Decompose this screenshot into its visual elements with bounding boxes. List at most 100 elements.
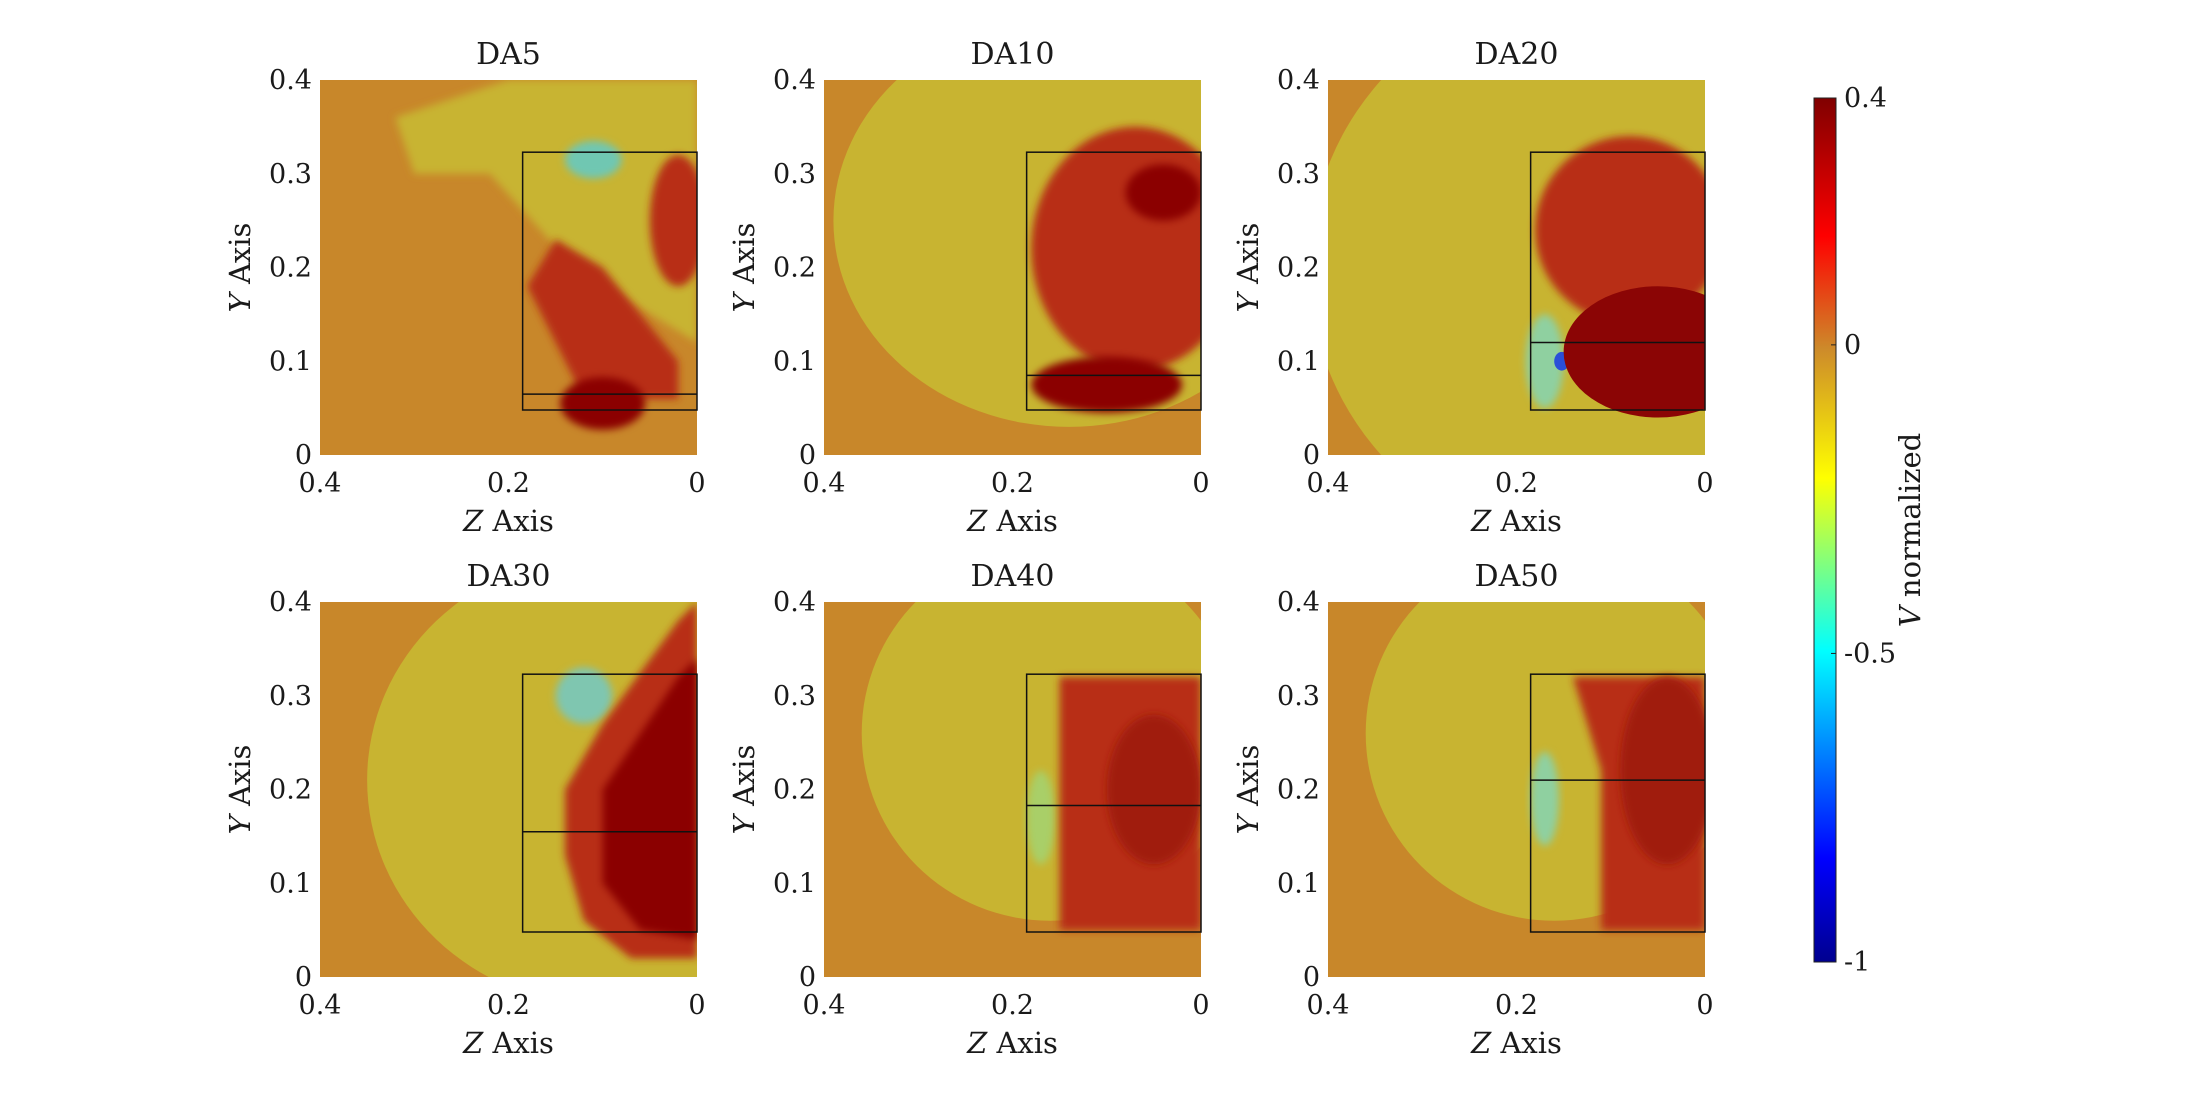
x-tick-label: 0	[688, 468, 705, 499]
y-tick-label: 0.2	[1277, 775, 1320, 806]
x-tick-label: 0	[1192, 468, 1209, 499]
x-tick-label: 0.4	[803, 990, 846, 1021]
x-axis-label: Z Axis	[1470, 1026, 1562, 1060]
dark-core	[1106, 714, 1201, 865]
region-box	[521, 673, 698, 933]
cool-spot	[555, 667, 613, 724]
panel-da10: DA10 0.4 0.2 0 0 0.1 0.2 0.3 0.4 Z Axis Y Axis	[727, 37, 1210, 538]
x-tick-label: 0.4	[299, 990, 342, 1021]
y-axis-label: Y Axis	[727, 223, 761, 313]
colorbar-tick-label: -0.5	[1844, 638, 1896, 669]
y-tick-label: 0	[295, 962, 312, 993]
y-axis-label: Y Axis	[1231, 223, 1265, 313]
dark-core-upper	[1125, 164, 1201, 221]
x-tick-label: 0	[1696, 990, 1713, 1021]
y-tick-label: 0	[295, 440, 312, 471]
colorbar-gradient	[1813, 97, 1837, 963]
y-tick-label: 0.1	[1277, 868, 1320, 899]
cool-band	[1026, 770, 1055, 865]
panel-da20: DA20 0.4 0.2 0 0 0.1 0.2 0.3 0.4 Z Axis Y Axis	[1231, 37, 1714, 538]
dark-core	[1620, 677, 1705, 865]
panel-da40: DA40 0.4 0.2 0 0 0.1 0.2 0.3 0.4 Z Axis Y Axis	[727, 559, 1210, 1060]
region-box	[1025, 673, 1202, 933]
light-region	[395, 80, 697, 343]
y-axis-label: Y Axis	[727, 745, 761, 835]
region-box	[521, 151, 698, 411]
dark-core	[1563, 286, 1705, 418]
colorbar-tick-label: 0.4	[1844, 83, 1887, 114]
y-tick-label: 0.3	[773, 159, 816, 190]
y-axis-label: Y Axis	[223, 223, 257, 313]
contour-field	[1328, 80, 1705, 455]
x-tick-label: 0.2	[1495, 468, 1538, 499]
panel-da5: DA5 0.4 0.2 0 0 0.1 0.2 0.3 0.4 Z Axis Y Axis	[223, 37, 706, 538]
colorbar-label: V normalized	[1893, 433, 1927, 628]
y-tick-label: 0.1	[269, 868, 312, 899]
y-tick-label: 0	[799, 440, 816, 471]
y-tick-label: 0.2	[1277, 253, 1320, 284]
x-tick-label: 0	[688, 990, 705, 1021]
cool-band	[1525, 314, 1564, 409]
x-axis-label: Z Axis	[462, 1026, 554, 1060]
y-axis-label: Y Axis	[1231, 745, 1265, 835]
y-tick-label: 0.2	[773, 775, 816, 806]
y-tick-label: 0.3	[773, 681, 816, 712]
x-tick-label: 0.4	[1307, 990, 1350, 1021]
y-tick-label: 0	[1303, 440, 1320, 471]
colorbar: 0.4 0 -0.5 -1 V normalized	[1813, 83, 1927, 978]
panel-da30: DA30 0.4 0.2 0 0 0.1 0.2 0.3 0.4 Z Axis Y Axis	[223, 559, 706, 1060]
x-tick-label: 0	[1696, 468, 1713, 499]
panel-title: DA50	[1475, 559, 1559, 594]
y-tick-label: 0.4	[269, 587, 312, 618]
y-tick-label: 0.1	[773, 868, 816, 899]
y-tick-label: 0	[1303, 962, 1320, 993]
colorbar-tick-label: -1	[1844, 947, 1870, 978]
y-tick-label: 0.2	[269, 253, 312, 284]
cool-band	[1530, 752, 1559, 846]
y-tick-label: 0.3	[1277, 681, 1320, 712]
panel-title: DA30	[467, 559, 551, 594]
warm-region	[1535, 136, 1705, 324]
panel-title: DA20	[1475, 37, 1559, 72]
x-tick-label: 0.2	[991, 990, 1034, 1021]
contour-field	[320, 602, 697, 977]
y-tick-label: 0.3	[1277, 159, 1320, 190]
y-tick-label: 0.4	[1277, 65, 1320, 96]
y-axis-label: Y Axis	[223, 745, 257, 835]
dark-core	[1031, 356, 1183, 413]
contour-field	[320, 80, 697, 455]
x-axis-label: Z Axis	[462, 504, 554, 538]
y-tick-label: 0.4	[773, 587, 816, 618]
panel-title: DA40	[971, 559, 1055, 594]
y-tick-label: 0.4	[1277, 587, 1320, 618]
y-tick-label: 0	[799, 962, 816, 993]
cool-spot	[565, 140, 622, 179]
y-tick-label: 0.4	[269, 65, 312, 96]
contour-field	[824, 602, 1201, 977]
contour-field	[824, 80, 1201, 455]
y-tick-label: 0.2	[269, 775, 312, 806]
x-tick-label: 0.2	[991, 468, 1034, 499]
region-box	[1529, 673, 1706, 933]
dark-core	[602, 658, 697, 940]
y-tick-label: 0.2	[773, 253, 816, 284]
x-tick-label: 0.4	[299, 468, 342, 499]
warm-region	[649, 155, 697, 287]
y-tick-label: 0.1	[1277, 346, 1320, 377]
warm-region-lower	[527, 239, 679, 399]
warm-region	[1031, 126, 1201, 371]
panel-title: DA5	[476, 37, 541, 72]
x-tick-label: 0	[1192, 990, 1209, 1021]
x-axis-label: Z Axis	[1470, 504, 1562, 538]
x-tick-label: 0.4	[803, 468, 846, 499]
colorbar-tick-label: 0	[1844, 330, 1861, 361]
panel-da50: DA50 0.4 0.2 0 0 0.1 0.2 0.3 0.4 Z Axis Y Axis	[1231, 559, 1714, 1060]
x-tick-label: 0.2	[1495, 990, 1538, 1021]
y-tick-label: 0.3	[269, 159, 312, 190]
x-tick-label: 0.2	[487, 990, 530, 1021]
contour-field	[1328, 602, 1705, 977]
x-tick-label: 0.2	[487, 468, 530, 499]
panel-title: DA10	[971, 37, 1055, 72]
region-box	[1529, 151, 1706, 411]
